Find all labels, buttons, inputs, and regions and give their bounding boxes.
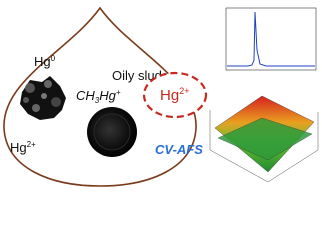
method-label: CV-AFS (155, 142, 203, 157)
detected-ellipse (142, 71, 208, 119)
text: + (116, 88, 121, 97)
text: Hg (34, 54, 51, 69)
disc-ring (93, 113, 131, 151)
text: 2+ (179, 86, 189, 96)
spectrum-plot (225, 7, 317, 71)
text: Hg (10, 140, 27, 155)
text: Hg (160, 87, 179, 104)
sludge-particles (20, 76, 66, 120)
hg2-label: Hg2+ (10, 140, 36, 155)
text: 0 (51, 54, 56, 63)
graphical-abstract: Oily sludge Hg0 CH3Hg+ Hg2+ Hg2+ CV-AFS (3, 6, 319, 187)
methyl-label: CH3Hg+ (76, 88, 121, 105)
page: {"drop_title": "Oily sludge", "species":… (3, 6, 319, 187)
hg0-label: Hg0 (34, 54, 56, 69)
detected-label: Hg2+ (160, 86, 189, 104)
text: CH (76, 88, 95, 103)
response-surface (209, 95, 319, 183)
text: 3 (95, 96, 100, 105)
text: Hg (99, 88, 116, 103)
text: 2+ (27, 140, 36, 149)
